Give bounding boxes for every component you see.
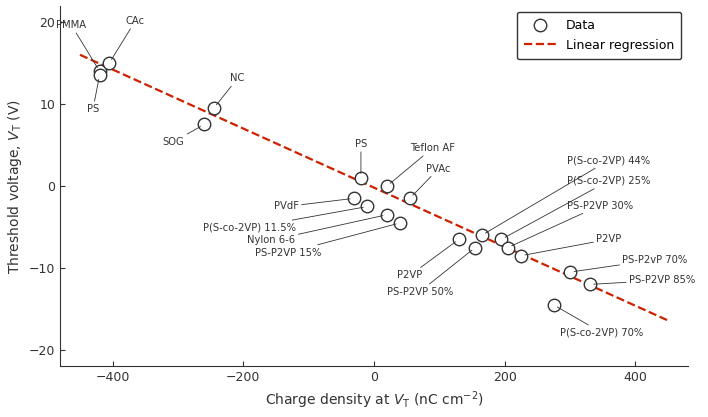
Legend: Data, Linear regression: Data, Linear regression	[517, 12, 681, 59]
Text: PVAc: PVAc	[413, 164, 451, 195]
Text: P(S-co-2VP) 44%: P(S-co-2VP) 44%	[486, 156, 650, 233]
Text: PS-P2VP 85%: PS-P2VP 85%	[594, 275, 695, 285]
Text: PS-P2VP 50%: PS-P2VP 50%	[387, 250, 472, 297]
Text: PS: PS	[87, 79, 99, 114]
Text: CAc: CAc	[112, 16, 145, 59]
Text: SOG: SOG	[163, 126, 200, 147]
Text: P2VP: P2VP	[397, 242, 455, 280]
Text: Teflon AF: Teflon AF	[390, 143, 455, 183]
Text: P(S-co-2VP) 70%: P(S-co-2VP) 70%	[557, 307, 644, 338]
Text: PS: PS	[355, 139, 367, 173]
Text: P(S-co-2VP) 11.5%: P(S-co-2VP) 11.5%	[202, 207, 363, 233]
Text: P(S-co-2VP) 25%: P(S-co-2VP) 25%	[505, 176, 650, 237]
Text: PS-P2VP 15%: PS-P2VP 15%	[256, 224, 396, 258]
Text: PS-P2vP 70%: PS-P2vP 70%	[574, 255, 687, 271]
Y-axis label: Threshold voltage, $V_\mathrm{T}$ (V): Threshold voltage, $V_\mathrm{T}$ (V)	[6, 98, 23, 274]
Text: PS-P2VP 30%: PS-P2VP 30%	[512, 201, 633, 246]
Text: NC: NC	[217, 73, 244, 105]
Text: P2VP: P2VP	[525, 234, 622, 255]
Text: PMMA: PMMA	[57, 20, 98, 68]
Text: Nylon 6-6: Nylon 6-6	[248, 216, 383, 245]
Text: PVdF: PVdF	[274, 199, 350, 211]
X-axis label: Charge density at $V_\mathrm{T}$ (nC cm$^{-2}$): Charge density at $V_\mathrm{T}$ (nC cm$…	[265, 390, 484, 412]
